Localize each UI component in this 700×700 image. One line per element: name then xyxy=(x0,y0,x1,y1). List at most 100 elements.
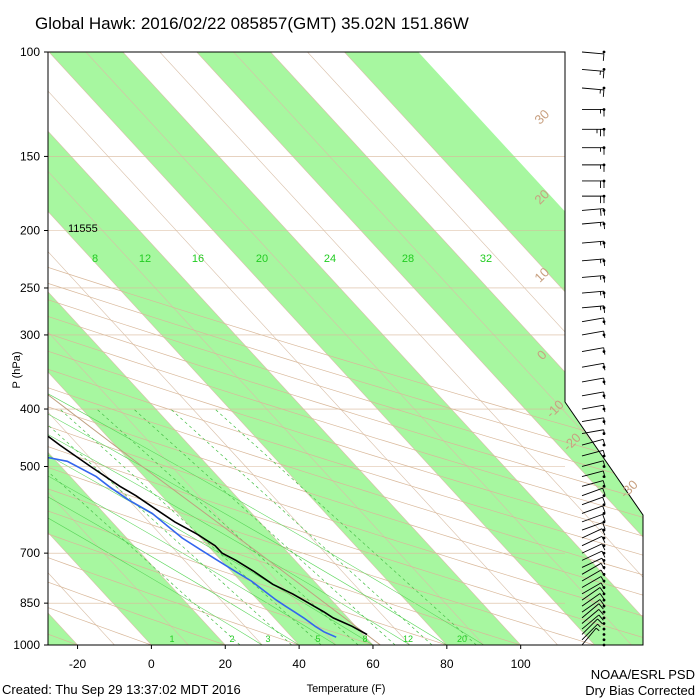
wind-barb-dot xyxy=(602,638,606,642)
wind-barb-dot xyxy=(602,512,606,515)
mixing-ratio-label: 28 xyxy=(402,253,414,265)
wind-barb xyxy=(581,330,604,336)
x-tick-label: 20 xyxy=(219,657,233,671)
mixing-ratio-line xyxy=(59,408,322,645)
wind-barb-dot xyxy=(602,622,606,625)
wind-barb xyxy=(581,562,602,575)
y-tick-label: 300 xyxy=(20,328,40,342)
y-tick-label: 200 xyxy=(20,224,40,238)
wind-barb xyxy=(581,535,603,547)
mixing-ratio-label: 12 xyxy=(139,253,151,265)
wind-barb-dot xyxy=(602,209,606,212)
mixing-ratio-line xyxy=(133,408,396,645)
moist-adiabat xyxy=(48,334,484,645)
isotherm-line xyxy=(0,52,4,645)
wind-barbs xyxy=(581,50,606,647)
dry-adiabat xyxy=(48,52,643,645)
chart-title: Global Hawk: 2016/02/22 085857(GMT) 35.0… xyxy=(35,14,469,33)
isotherm-line xyxy=(48,52,484,645)
isotherm-line xyxy=(48,52,263,645)
wind-barb xyxy=(581,593,601,607)
wind-barb-dot xyxy=(602,443,606,447)
wind-barb-flag xyxy=(599,587,605,594)
wind-barb xyxy=(581,623,598,641)
isotherm-line xyxy=(48,52,226,645)
mixing-ratio-label-bottom: 3 xyxy=(265,634,270,644)
wind-barb-dot xyxy=(602,579,606,583)
wind-barb-flag xyxy=(599,599,605,606)
mixing-ratio-label-bottom: 20 xyxy=(457,634,467,644)
wind-barb xyxy=(581,557,603,568)
wind-barb xyxy=(581,470,604,478)
wind-barb xyxy=(581,550,603,561)
wind-barb xyxy=(581,505,603,514)
y-tick-label: 150 xyxy=(20,149,40,163)
wind-barb-dot xyxy=(602,566,606,569)
isotherm-line xyxy=(122,52,643,645)
isotherm-line xyxy=(233,52,643,645)
wind-barb-flag xyxy=(602,71,605,79)
wind-barb xyxy=(581,429,604,435)
isotherm-line xyxy=(48,52,337,645)
mixing-ratio-line xyxy=(214,408,477,645)
wind-barb xyxy=(581,438,604,446)
wind-barb-dot xyxy=(602,610,606,614)
wind-barb-dot xyxy=(602,333,606,337)
wind-barb xyxy=(581,522,603,531)
y-tick-label: 100 xyxy=(20,45,40,59)
wind-barb-dot xyxy=(602,350,606,353)
wind-barb xyxy=(581,240,604,244)
isotherm-line xyxy=(48,52,595,645)
wind-barb-dot xyxy=(602,86,606,90)
wind-barb-dot xyxy=(602,604,606,608)
org-label: NOAA/ESRL PSD xyxy=(590,667,695,682)
mixing-ratio-label-bottom: 5 xyxy=(315,634,320,644)
isotherm-label: 30 xyxy=(531,106,552,127)
mixing-ratio-label-bottom: 8 xyxy=(362,634,367,644)
wind-barb-flag xyxy=(601,543,606,551)
wind-barb-flag xyxy=(602,89,605,97)
x-tick-label: 40 xyxy=(292,657,306,671)
mixing-ratio-label: 8 xyxy=(92,253,98,265)
dry-adiabat xyxy=(48,52,643,645)
moist-adiabat xyxy=(48,334,411,645)
wind-barb-dot xyxy=(602,627,606,631)
y-axis-title: P (hPa) xyxy=(11,351,23,388)
wind-barb-dot xyxy=(602,643,606,647)
dry-adiabat xyxy=(48,52,643,645)
wind-barb-dot xyxy=(602,586,606,589)
x-tick-label: 0 xyxy=(148,657,155,671)
sounding-profile xyxy=(48,377,337,638)
wind-barb-dot xyxy=(602,259,606,263)
wind-barb xyxy=(581,68,604,72)
y-tick-label: 400 xyxy=(20,402,40,416)
wind-barb xyxy=(581,290,604,294)
wind-barb-dot xyxy=(602,520,606,524)
wind-barb xyxy=(581,582,602,595)
wind-barb-dot xyxy=(602,127,606,131)
wind-barb-dot xyxy=(602,108,606,111)
wind-barb xyxy=(581,609,600,624)
wind-barb-dot xyxy=(602,633,606,636)
wind-barb-flag xyxy=(602,497,606,504)
wind-barb-dot xyxy=(602,432,606,435)
wind-barb-dot xyxy=(602,306,606,310)
isotherm-line xyxy=(48,52,189,645)
wind-barb-flag xyxy=(597,618,603,625)
wind-barb-dot xyxy=(602,222,606,226)
isotherm-line xyxy=(48,52,558,645)
wind-barb xyxy=(581,347,604,352)
wind-barb-flag xyxy=(602,53,605,61)
isotherm-line xyxy=(270,52,643,645)
wind-barb-dot xyxy=(602,50,606,54)
wind-barb-dot xyxy=(602,503,606,507)
wind-barb-flag xyxy=(598,609,604,616)
wind-barb-flag xyxy=(601,528,606,536)
wind-barb-dot xyxy=(602,407,606,411)
wind-barb xyxy=(581,391,604,397)
sounding-profile xyxy=(48,52,368,636)
wind-barb-dot xyxy=(602,484,606,488)
wind-barb-dot xyxy=(602,616,606,620)
isotherm-line xyxy=(48,52,448,645)
